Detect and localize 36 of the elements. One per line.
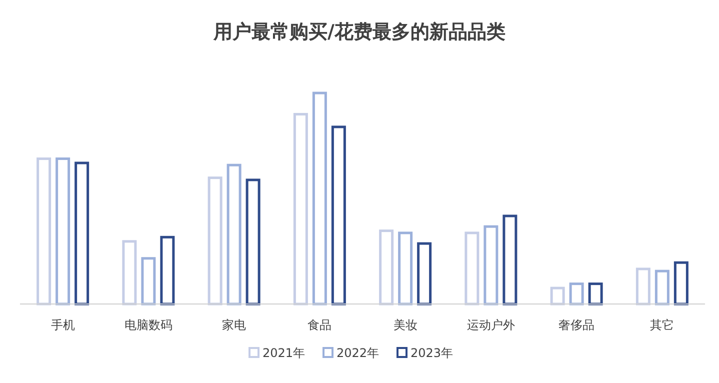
bar — [141, 257, 156, 306]
bar — [379, 230, 394, 306]
legend-label: 2023年 — [410, 346, 454, 360]
bar — [502, 214, 518, 306]
bar — [36, 157, 52, 306]
bar — [636, 268, 650, 306]
bar — [246, 178, 260, 306]
bar — [674, 261, 688, 306]
x-tick-label: 运动户外 — [466, 318, 515, 332]
x-tick-label: 手机 — [50, 318, 75, 332]
bar — [484, 225, 498, 306]
legend-label: 2022年 — [336, 346, 380, 360]
bar — [226, 164, 242, 306]
x-tick-label: 其它 — [650, 318, 674, 332]
bar — [208, 176, 222, 306]
bar — [569, 282, 584, 306]
bar — [74, 162, 90, 306]
x-tick-label: 电脑数码 — [124, 318, 172, 332]
bar — [122, 240, 137, 306]
bar — [654, 270, 670, 306]
bar — [550, 286, 565, 306]
x-tick-label: 奢侈品 — [558, 318, 595, 332]
chart-title: 用户最常购买/花费最多的新品品类 — [212, 21, 506, 43]
bar — [588, 282, 603, 306]
bar — [464, 232, 480, 306]
bar — [331, 126, 346, 306]
x-tick-label: 食品 — [308, 318, 332, 332]
legend-label: 2021年 — [262, 346, 306, 360]
bar — [398, 232, 413, 306]
x-tick-label: 美妆 — [393, 318, 418, 332]
bar — [160, 236, 175, 306]
bar — [56, 157, 70, 306]
bar — [293, 112, 308, 306]
bar — [417, 242, 432, 306]
x-tick-label: 家电 — [222, 318, 246, 332]
bar — [312, 92, 327, 306]
